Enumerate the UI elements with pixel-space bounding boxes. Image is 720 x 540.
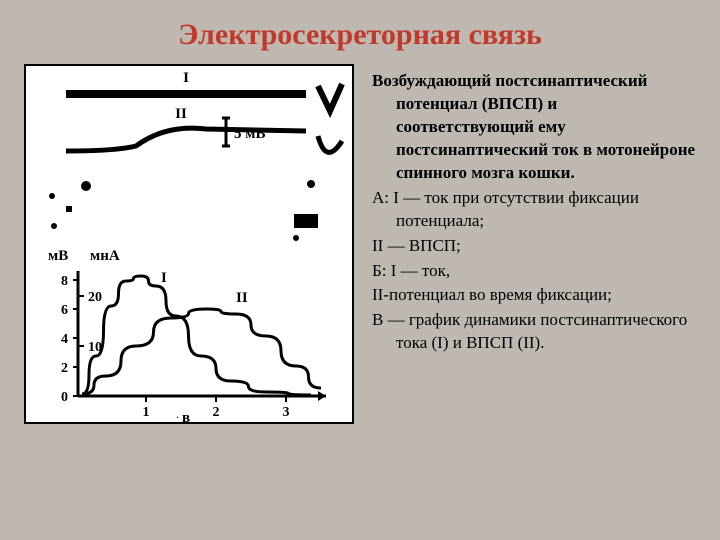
svg-text:4: 4	[61, 332, 68, 347]
svg-text:20: 20	[88, 290, 102, 305]
svg-text:8: 8	[61, 274, 68, 289]
svg-text:II: II	[175, 106, 187, 122]
svg-text:в: в	[182, 410, 190, 422]
intro-text: Возбуждающий постсинаптический потенциал…	[372, 70, 696, 185]
desc-line-3: II-потенциал во время фиксации;	[372, 284, 696, 307]
desc-line-1: II — ВПСП;	[372, 235, 696, 258]
svg-text:0: 0	[61, 390, 68, 405]
svg-text:.: .	[176, 407, 179, 421]
desc-line-2: Б: I — ток,	[372, 260, 696, 283]
svg-text:2: 2	[61, 361, 68, 376]
svg-text:II: II	[236, 290, 248, 306]
desc-line-0: А: I — ток при отсутствии фиксации потен…	[372, 187, 696, 233]
figure-svg: III5 мВ02468мВ1020мнА123.вIII	[26, 66, 352, 422]
svg-text:2: 2	[213, 405, 220, 420]
svg-text:мВ: мВ	[48, 248, 68, 264]
svg-text:3: 3	[283, 405, 290, 420]
desc-line-4: В — график динамики постсинаптического т…	[372, 309, 696, 355]
svg-text:6: 6	[61, 303, 68, 318]
svg-text:I: I	[161, 270, 167, 286]
svg-text:I: I	[183, 70, 189, 86]
svg-text:мнА: мнА	[90, 248, 120, 264]
content-row: III5 мВ02468мВ1020мнА123.вIII Возбуждающ…	[0, 64, 720, 424]
svg-text:5 мВ: 5 мВ	[234, 126, 265, 142]
page-title: Электросекреторная связь	[0, 0, 720, 64]
svg-text:1: 1	[143, 405, 150, 420]
description-block: Возбуждающий постсинаптический потенциал…	[372, 64, 696, 424]
figure-panel: III5 мВ02468мВ1020мнА123.вIII	[24, 64, 354, 424]
